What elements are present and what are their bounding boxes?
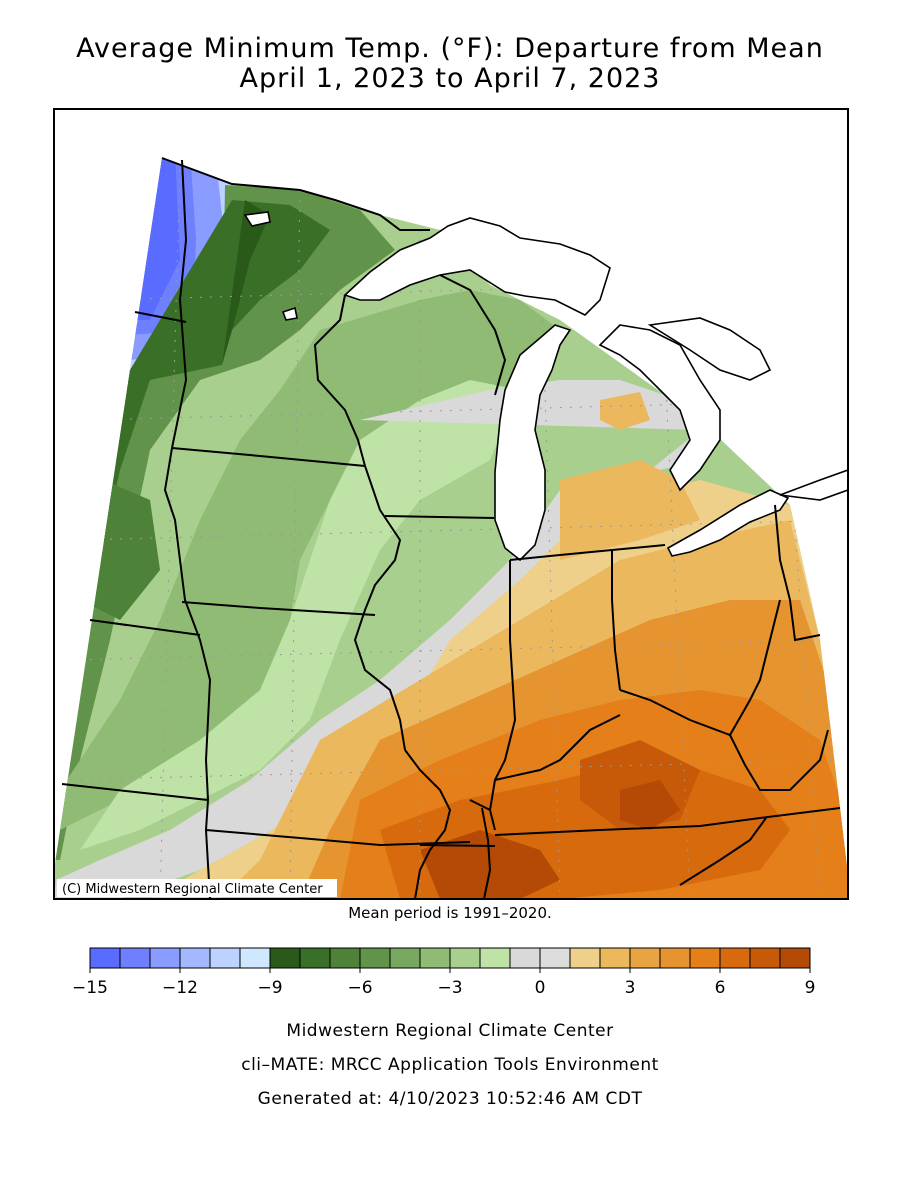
- map-frame: [53, 108, 849, 900]
- legend-tick-label: −3: [437, 978, 462, 998]
- legend-swatch: [89, 947, 121, 969]
- legend-color-boxes: [89, 947, 811, 969]
- legend-swatch: [599, 947, 631, 969]
- border-il-ky: [469, 799, 496, 831]
- legend-tick-label: −6: [347, 978, 372, 998]
- legend-tick-label: −15: [72, 978, 108, 998]
- lake-huron-east: [647, 317, 772, 381]
- legend-tick-label: −9: [257, 978, 282, 998]
- legend-tick-label: −12: [162, 978, 198, 998]
- color-legend: −15 −12 −9 −6 −3 0 3 6 9: [72, 947, 815, 998]
- lake-michigan: [494, 324, 572, 562]
- border-pa-oh: [774, 504, 821, 642]
- lake-of-the-woods: [243, 211, 271, 227]
- border-mi-in-oh: [509, 544, 666, 561]
- legend-tick-label: 6: [715, 978, 726, 998]
- legend-swatch: [269, 947, 301, 969]
- border-ia-il: [353, 509, 406, 751]
- great-lakes: [243, 211, 848, 562]
- legend-swatch: [749, 947, 781, 969]
- footer-organization: Midwestern Regional Climate Center: [286, 1021, 614, 1041]
- legend-tick-labels: −15 −12 −9 −6 −3 0 3 6 9: [72, 968, 815, 998]
- state-boundaries: [61, 157, 841, 899]
- legend-swatch: [389, 947, 421, 969]
- legend-swatch: [629, 947, 661, 969]
- border-ne-ks: [61, 783, 209, 801]
- legend-swatch: [659, 947, 691, 969]
- legend-swatch: [149, 947, 181, 969]
- border-wv-va: [729, 729, 829, 791]
- upper-red-lake: [281, 306, 298, 321]
- legend-tick-label: 0: [535, 978, 546, 998]
- legend-swatch: [179, 947, 211, 969]
- legend-swatch: [329, 947, 361, 969]
- legend-swatch: [119, 947, 151, 969]
- legend-swatch: [239, 947, 271, 969]
- border-in-ky: [494, 714, 621, 781]
- border-mn-wi: [313, 294, 381, 511]
- legend-swatch: [509, 947, 541, 969]
- border-canada-mn: [161, 157, 430, 231]
- map-title-line-1: Average Minimum Temp. (°F): Departure fr…: [76, 33, 824, 64]
- copyright-box: [57, 879, 337, 897]
- border-oh-ky: [619, 599, 781, 737]
- border-mn-ia: [171, 447, 366, 467]
- border-wi-il: [384, 515, 495, 519]
- border-nd-mn: [171, 159, 188, 449]
- legend-swatch: [299, 947, 331, 969]
- border-va-tn: [679, 817, 767, 886]
- legend-tick-label: 9: [805, 978, 816, 998]
- lake-erie: [666, 489, 790, 557]
- border-wi-mi-up: [439, 274, 507, 396]
- legend-swatch: [689, 947, 721, 969]
- border-mo-il-river: [404, 749, 452, 899]
- footer-application: cli–MATE: MRCC Application Tools Environ…: [241, 1055, 659, 1075]
- border-ne-ia: [163, 447, 212, 801]
- legend-swatch: [209, 947, 241, 969]
- legend-tick-label: 3: [625, 978, 636, 998]
- legend-swatch: [719, 947, 751, 969]
- legend-swatch: [449, 947, 481, 969]
- legend-swatch: [539, 947, 571, 969]
- lake-superior: [343, 217, 611, 316]
- border-in-oh: [611, 550, 621, 691]
- border-mo-ar: [205, 829, 471, 847]
- legend-swatch: [779, 947, 811, 969]
- footer-generated-at: Generated at: 4/10/2023 10:52:46 AM CDT: [257, 1089, 643, 1109]
- mean-period-note: Mean period is 1991–2020.: [348, 904, 552, 922]
- temperature-departure-map: (C) Midwestern Regional Climate Center: [53, 108, 849, 900]
- border-il-in: [489, 560, 517, 811]
- copyright-text: (C) Midwestern Regional Climate Center: [62, 882, 323, 897]
- border-mississippi-lower: [481, 807, 492, 899]
- border-tn-south: [419, 844, 496, 847]
- legend-swatch: [569, 947, 601, 969]
- border-ia-mo: [181, 601, 376, 616]
- map-area: [54, 157, 848, 899]
- border-ky-tn: [494, 807, 841, 836]
- lake-huron: [598, 324, 721, 492]
- legend-swatch: [419, 947, 451, 969]
- map-title-line-2: April 1, 2023 to April 7, 2023: [239, 63, 661, 94]
- legend-swatch: [479, 947, 511, 969]
- lake-ontario: [779, 469, 848, 501]
- border-sd-ne: [89, 619, 201, 636]
- border-nd-sd: [134, 311, 187, 323]
- legend-swatch: [359, 947, 391, 969]
